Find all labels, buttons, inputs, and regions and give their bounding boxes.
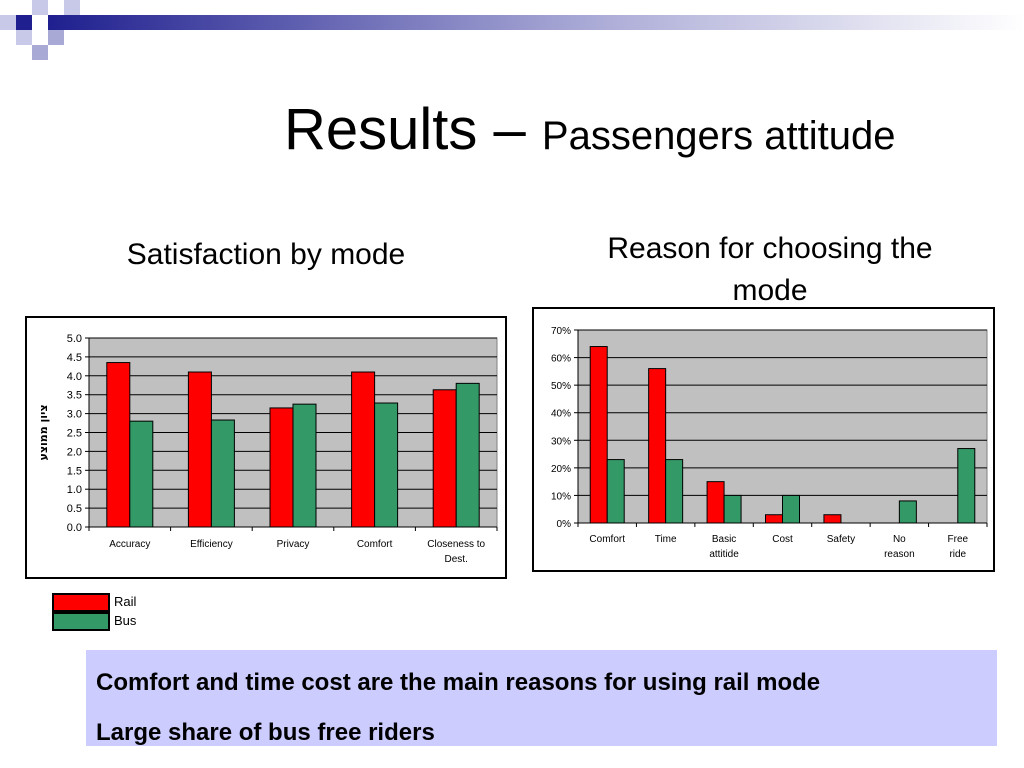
slide-title: Results – Passengers attitude — [284, 96, 895, 163]
y-tick-label: 4.0 — [67, 371, 82, 383]
reason-chart-svg: 0% 10% 20% 30% 40% 50% 60% 70% Comfort Time Basic a… — [551, 326, 988, 560]
legend-item-bus: Bus — [52, 612, 172, 631]
bar-bus — [782, 494, 800, 524]
bar-bus — [898, 500, 917, 524]
x-category-label: Safety — [827, 534, 855, 545]
header-decoration — [0, 0, 1024, 64]
reason-chart: 0% 10% 20% 30% 40% 50% 60% 70% Comfort Time Basic a… — [532, 307, 995, 572]
bar-rail — [351, 371, 376, 528]
bar-bus — [455, 382, 480, 528]
y-tick-label: 0% — [557, 519, 572, 530]
summary-line-1: Comfort and time cost are the main reaso… — [96, 669, 821, 696]
bar-rail — [269, 407, 294, 528]
x-category-label: Comfort — [589, 534, 625, 545]
x-category-label: Time — [655, 534, 677, 545]
legend-swatch-bus — [52, 612, 110, 631]
bar-rail — [187, 371, 212, 528]
legend-label-bus: Bus — [114, 613, 137, 628]
slide-title-subtitle: Passengers attitude — [541, 114, 896, 158]
y-tick-label: 40% — [551, 409, 571, 420]
x-category-label: Comfort — [357, 539, 393, 550]
y-tick-label: 0.0 — [67, 522, 82, 534]
bar-rail — [648, 368, 667, 524]
x-category-label: Free ride — [948, 534, 969, 560]
x-category-label: No reason — [884, 534, 915, 560]
y-tick-label: 60% — [551, 354, 571, 365]
x-category-label: Cost — [772, 534, 793, 545]
y-tick-label: 50% — [551, 381, 571, 392]
summary-line-2: Large share of bus free riders — [96, 719, 435, 746]
bar-rail — [432, 389, 457, 528]
legend-swatch-rail — [52, 593, 110, 612]
y-tick-label: 3.0 — [67, 409, 82, 421]
y-tick-label: 30% — [551, 436, 571, 447]
y-tick-label: 5.0 — [67, 333, 82, 345]
bar-bus — [210, 419, 235, 528]
y-tick-label: 20% — [551, 464, 571, 475]
x-category-label: Accuracy — [109, 539, 150, 550]
bar-rail — [589, 346, 608, 524]
x-category-label: Privacy — [277, 539, 310, 550]
y-tick-label: 2.5 — [67, 428, 82, 440]
bar-bus — [665, 459, 684, 524]
x-category-label: Efficiency — [190, 539, 233, 550]
satisfaction-chart-svg: 0.0 0.5 1.0 1.5 2.0 2.5 3.0 3.5 4.0 4.5 5.0 Accurac… — [37, 333, 498, 565]
left-chart-heading: Satisfaction by mode — [126, 238, 406, 271]
y-tick-label: 70% — [551, 326, 571, 337]
x-category-label: Basic attitide — [709, 534, 739, 560]
plot-area — [577, 329, 988, 524]
bar-rail — [706, 481, 725, 524]
bar-rail — [765, 514, 783, 524]
y-tick-label: 2.0 — [67, 446, 82, 458]
bar-rail — [823, 514, 842, 524]
bar-rail — [106, 362, 131, 528]
y-tick-label: 1.0 — [67, 484, 82, 496]
legend-item-rail: Rail — [52, 593, 172, 612]
satisfaction-chart: 0.0 0.5 1.0 1.5 2.0 2.5 3.0 3.5 4.0 4.5 5.0 Accurac… — [25, 316, 507, 579]
header-decoration-graphic — [0, 0, 1024, 60]
bar-bus — [292, 403, 317, 528]
y-tick-label: 1.5 — [67, 465, 82, 477]
bar-bus — [723, 494, 742, 524]
bar-bus — [374, 402, 399, 528]
chart-legend: Rail Bus — [52, 593, 172, 631]
bar-bus — [957, 448, 976, 524]
bar-bus — [606, 459, 625, 524]
x-category-label: Closeness to Dest. — [427, 539, 485, 565]
y-tick-label: 0.5 — [67, 503, 82, 515]
legend-label-rail: Rail — [114, 594, 137, 609]
y-axis-title: ציון ממוצע — [37, 404, 50, 460]
y-tick-label: 4.5 — [67, 352, 82, 364]
right-chart-heading: Reason for choosing the mode — [607, 232, 933, 307]
slide-title-main: Results – — [284, 97, 542, 162]
y-tick-label: 10% — [551, 491, 571, 502]
y-tick-label: 3.5 — [67, 390, 82, 402]
bar-bus — [129, 420, 154, 528]
summary-box: Comfort and time cost are the main reaso… — [86, 650, 997, 746]
